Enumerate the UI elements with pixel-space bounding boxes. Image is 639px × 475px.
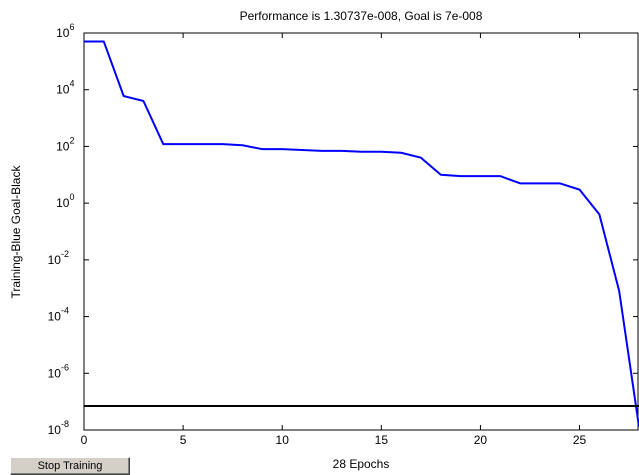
y-tick-label: 10-8 [48, 419, 69, 437]
x-tick-label: 5 [180, 433, 187, 447]
x-tick-label: 20 [474, 433, 488, 447]
axes-layer: 0 5 10 15 20 25 106 104 102 100 10-2 10-4 10-6 10-8 [48, 22, 639, 447]
x-axis-label: 28 Epochs [333, 457, 390, 471]
x-tick-label: 0 [81, 433, 88, 447]
stop-training-button[interactable]: Stop Training [10, 457, 130, 475]
x-tick-label: 10 [276, 433, 290, 447]
y-tick-label: 106 [56, 22, 74, 40]
x-tick-label: 25 [573, 433, 587, 447]
x-tick-label: 15 [375, 433, 389, 447]
y-tick-label: 10-2 [48, 249, 69, 267]
y-tick-label: 104 [56, 79, 74, 97]
y-tick-label: 100 [56, 192, 74, 210]
y-tick-label: 102 [56, 135, 74, 153]
y-axis-label: Training-Blue Goal-Black [9, 165, 23, 299]
chart-title: Performance is 1.30737e-008, Goal is 7e-… [240, 9, 483, 23]
training-performance-line [84, 40, 639, 427]
plot-area-frame [83, 32, 639, 431]
y-tick-label: 10-4 [48, 306, 69, 324]
y-tick-label: 10-6 [48, 362, 69, 380]
series-layer [84, 40, 639, 427]
